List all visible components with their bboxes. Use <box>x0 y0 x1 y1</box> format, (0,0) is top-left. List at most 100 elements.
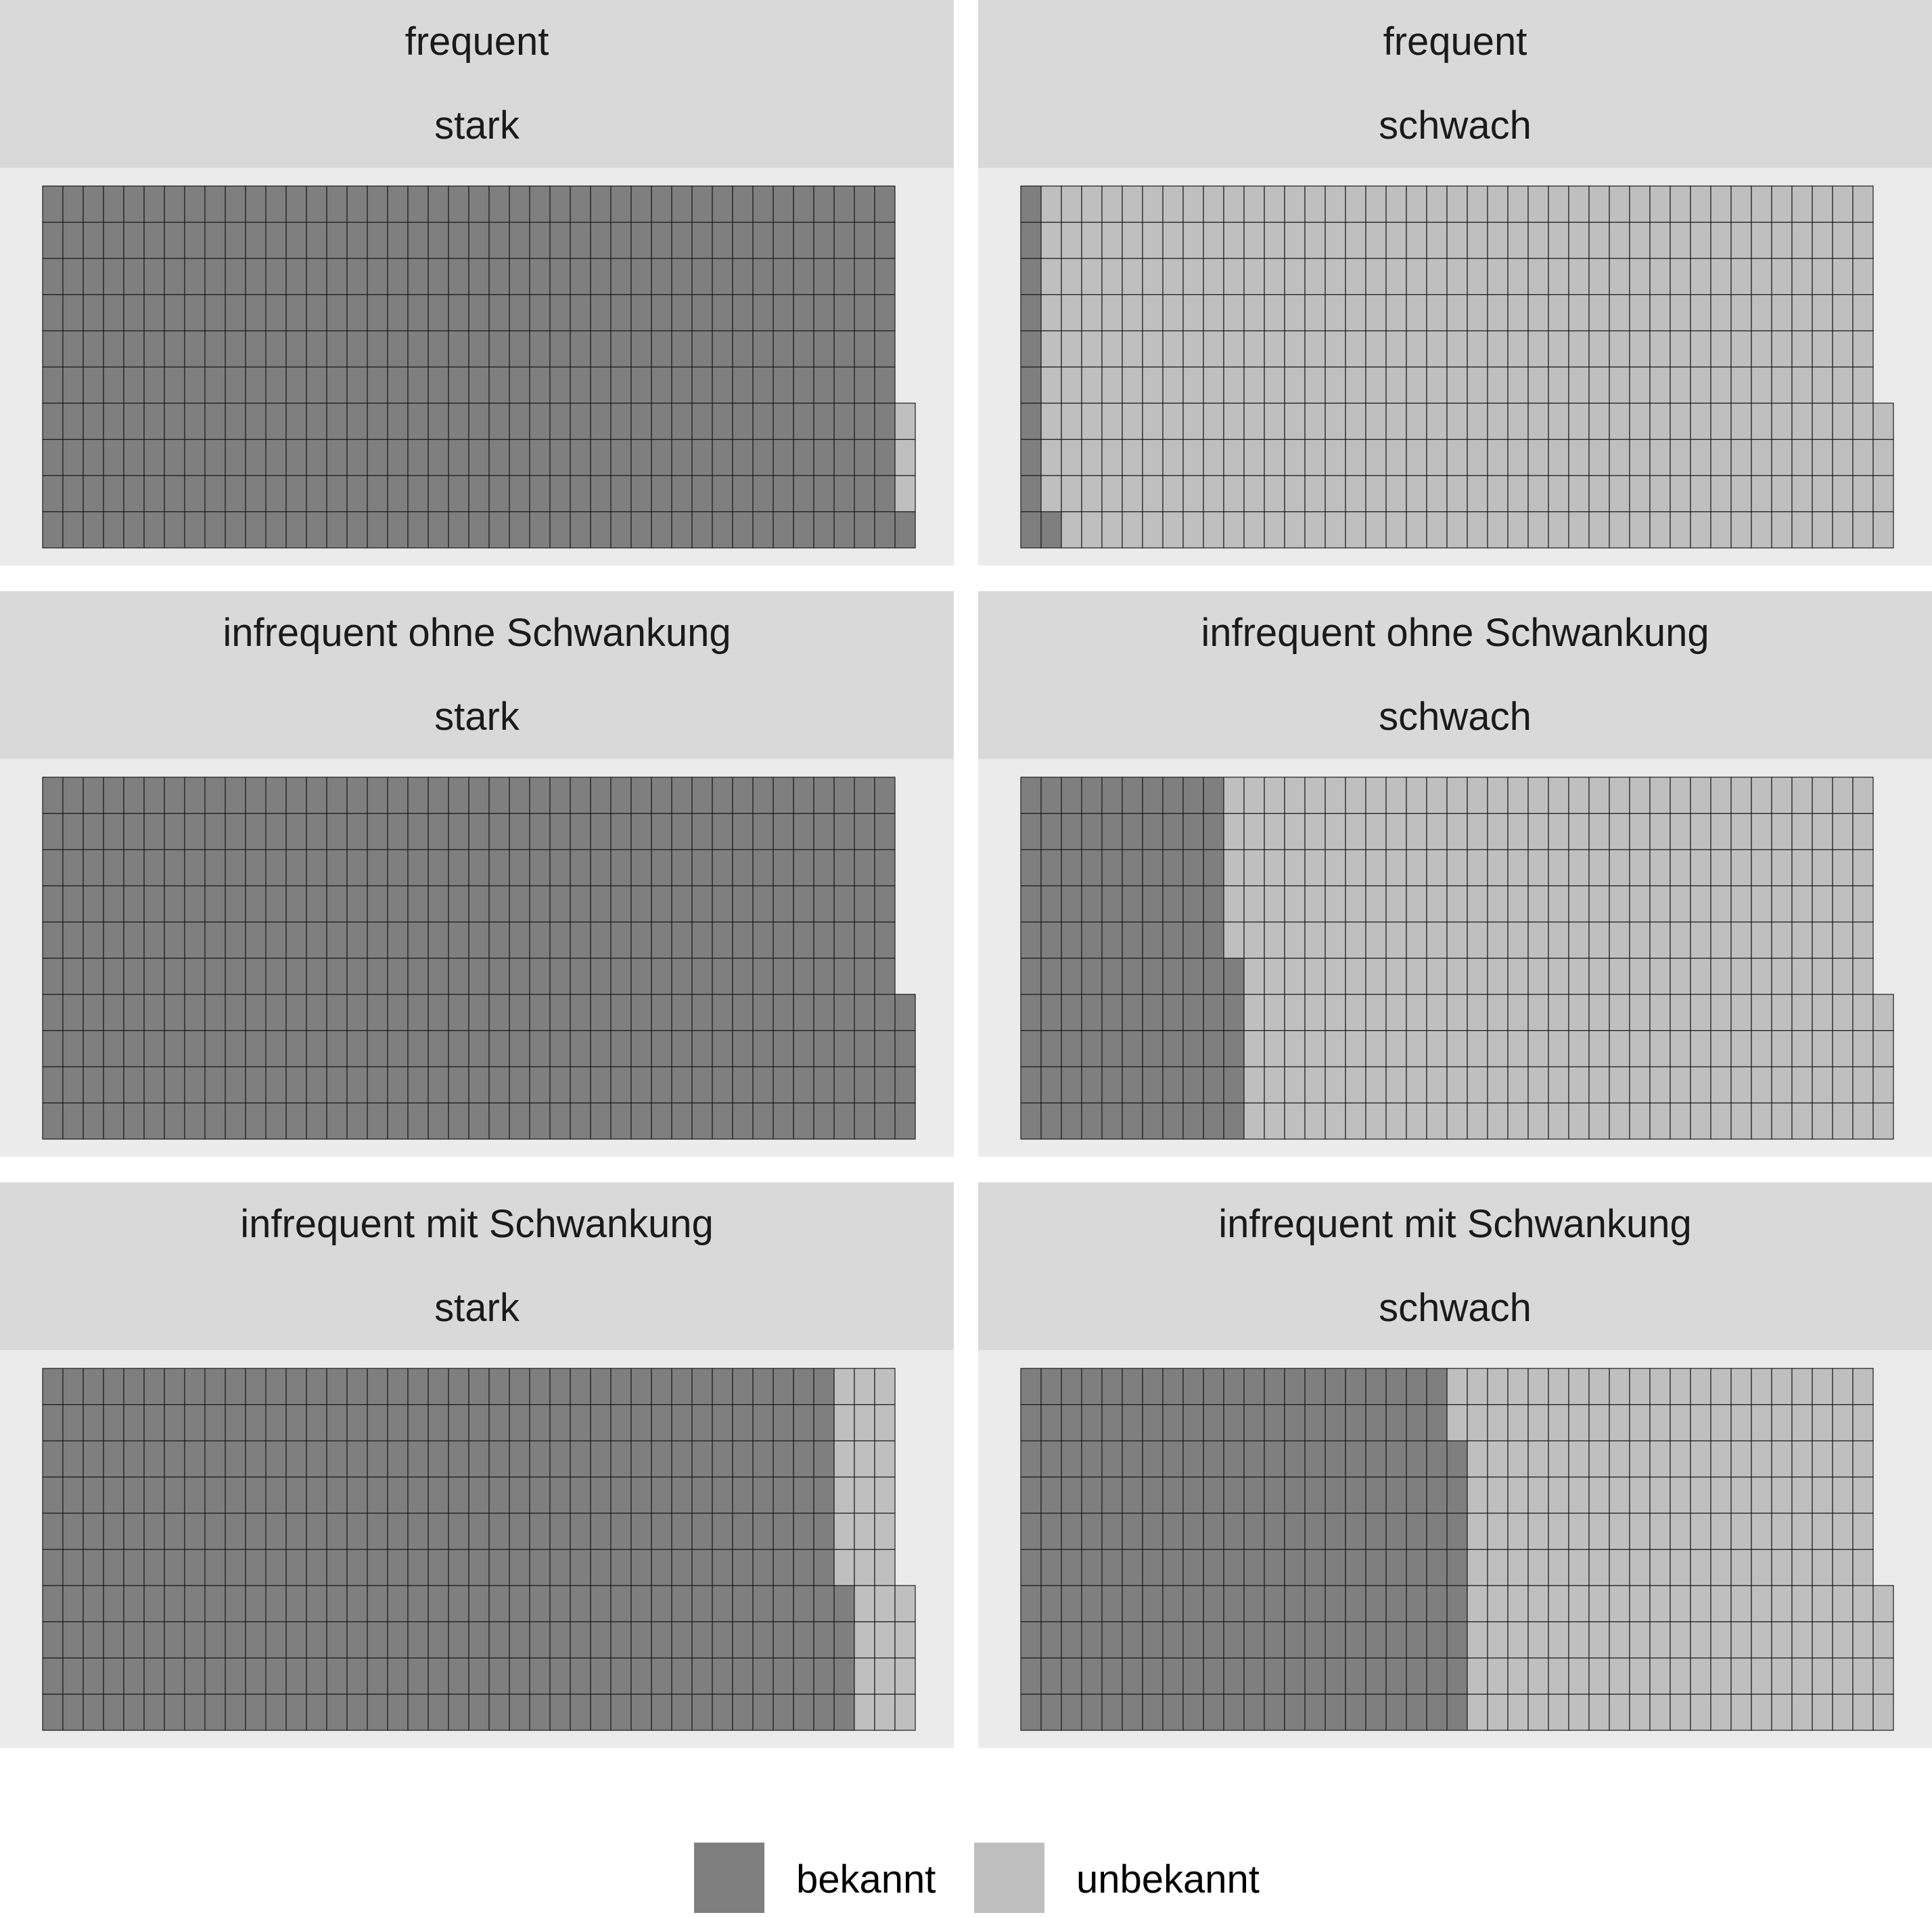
waffle-cell-unbekannt <box>1832 475 1854 513</box>
waffle-cell-unbekannt <box>1507 777 1529 814</box>
waffle-cell-bekannt <box>468 294 490 331</box>
waffle-cell-bekannt <box>691 438 713 476</box>
waffle-cell-bekannt <box>407 258 429 296</box>
waffle-cell-unbekannt <box>1203 294 1224 331</box>
waffle-cell-bekannt <box>1203 812 1224 850</box>
waffle-cell-bekannt <box>1081 1693 1103 1731</box>
waffle-cell-bekannt <box>448 812 469 850</box>
waffle-cell-unbekannt <box>1629 1368 1651 1406</box>
waffle-cell-bekannt <box>630 1548 652 1586</box>
waffle-cell-unbekannt <box>1040 221 1062 259</box>
waffle-cell-unbekannt <box>1791 849 1813 887</box>
waffle-cell-unbekannt <box>1507 438 1529 476</box>
waffle-cell-unbekannt <box>1812 885 1833 923</box>
waffle-cell-bekannt <box>42 994 64 1032</box>
waffle-cell-bekannt <box>225 1693 246 1731</box>
waffle-cell-bekannt <box>1061 1404 1082 1441</box>
waffle-cell-bekannt <box>428 511 449 549</box>
waffle-cell-bekannt <box>833 258 855 296</box>
waffle-cell-bekannt <box>1264 1440 1285 1478</box>
waffle-cell-bekannt <box>428 185 449 223</box>
waffle-cell-bekannt <box>468 994 490 1032</box>
waffle-cell-unbekannt <box>1629 511 1651 549</box>
waffle-cell-bekannt <box>407 849 429 887</box>
waffle-cell-unbekannt <box>1568 1476 1590 1514</box>
waffle-cell-unbekannt <box>1426 957 1448 995</box>
waffle-cell-bekannt <box>691 1585 713 1623</box>
waffle-cell-bekannt <box>1122 849 1143 887</box>
waffle-cell-bekannt <box>570 294 591 331</box>
waffle-cell-unbekannt <box>1710 885 1732 923</box>
waffle-cell-bekannt <box>245 294 267 331</box>
waffle-cell-bekannt <box>529 1066 551 1104</box>
waffle-cell-bekannt <box>509 1368 530 1406</box>
waffle-cell-bekannt <box>671 1548 693 1586</box>
waffle-cell-bekannt <box>630 1693 652 1731</box>
waffle-cell-unbekannt <box>1670 330 1691 368</box>
waffle-cell-bekannt <box>83 475 104 513</box>
waffle-cell-unbekannt <box>1568 511 1590 549</box>
waffle-cell-bekannt <box>245 1512 267 1550</box>
waffle-cell-unbekannt <box>1446 994 1468 1032</box>
waffle-cell-unbekannt <box>1609 1066 1630 1104</box>
waffle-cell-bekannt <box>854 366 875 404</box>
waffle-cell-bekannt <box>509 957 530 995</box>
waffle-cell-unbekannt <box>1690 475 1711 513</box>
waffle-cell-bekannt <box>529 812 551 850</box>
waffle-cell-bekannt <box>367 1585 388 1623</box>
waffle-cell-bekannt <box>42 1693 64 1731</box>
waffle-cell-unbekannt <box>1284 511 1306 549</box>
waffle-cell-bekannt <box>103 438 124 476</box>
waffle-cell-unbekannt <box>1365 1066 1387 1104</box>
waffle-cell-unbekannt <box>1467 475 1488 513</box>
waffle-cell-unbekannt <box>1467 1548 1488 1586</box>
waffle-cell-bekannt <box>306 1102 327 1140</box>
waffle-cell-unbekannt <box>1690 1548 1711 1586</box>
waffle-cell-unbekannt <box>1325 438 1346 476</box>
waffle-cell-unbekannt <box>1345 812 1366 850</box>
waffle-cell-unbekannt <box>1730 1693 1752 1731</box>
waffle-cell-unbekannt <box>1264 258 1285 296</box>
waffle-cell-unbekannt <box>1142 475 1164 513</box>
waffle-cell-bekannt <box>367 511 388 549</box>
waffle-cell-unbekannt <box>1710 258 1732 296</box>
waffle-cell-bekannt <box>773 1404 794 1441</box>
waffle-cell-unbekannt <box>1223 258 1245 296</box>
waffle-cell-bekannt <box>833 1657 855 1695</box>
waffle-cell-unbekannt <box>1588 1102 1610 1140</box>
waffle-cell-bekannt <box>1142 777 1164 814</box>
waffle-cell-unbekannt <box>1467 777 1488 814</box>
waffle-cell-unbekannt <box>1345 258 1366 296</box>
waffle-cell-unbekannt <box>1467 402 1488 440</box>
waffle-cell-bekannt <box>732 330 754 368</box>
waffle-cell-unbekannt <box>1812 1440 1833 1478</box>
waffle-cell-bekannt <box>752 1621 774 1659</box>
waffle-cell-unbekannt <box>1101 258 1123 296</box>
waffle-cell-unbekannt <box>1568 1621 1590 1659</box>
waffle-cell-bekannt <box>164 849 185 887</box>
waffle-cell-bekannt <box>1040 957 1062 995</box>
waffle-cell-bekannt <box>712 1512 733 1550</box>
waffle-cell-bekannt <box>1020 1548 1042 1586</box>
waffle-cell-unbekannt <box>1304 438 1326 476</box>
waffle-cell-bekannt <box>590 438 612 476</box>
waffle-cell-unbekannt <box>1649 1368 1671 1406</box>
waffle-cell-unbekannt <box>1710 1102 1732 1140</box>
waffle-cell-bekannt <box>204 185 226 223</box>
waffle-cell-bekannt <box>468 366 490 404</box>
waffle-cell-bekannt <box>651 957 672 995</box>
waffle-cell-unbekannt <box>1629 1621 1651 1659</box>
waffle-cell-bekannt <box>488 921 510 959</box>
waffle-cell-bekannt <box>387 402 409 440</box>
waffle-cell-bekannt <box>793 1585 814 1623</box>
waffle-cell-bekannt <box>83 185 104 223</box>
waffle-cell-bekannt <box>833 511 855 549</box>
waffle-cell-bekannt <box>1365 1548 1387 1586</box>
waffle-cell-bekannt <box>245 994 267 1032</box>
waffle-cell-unbekannt <box>1507 258 1529 296</box>
waffle-cell-bekannt <box>1223 1440 1245 1478</box>
waffle-cell-unbekannt <box>1548 1368 1569 1406</box>
waffle-cell-bekannt <box>123 402 145 440</box>
waffle-cell-bekannt <box>1081 921 1103 959</box>
waffle-cell-bekannt <box>428 402 449 440</box>
